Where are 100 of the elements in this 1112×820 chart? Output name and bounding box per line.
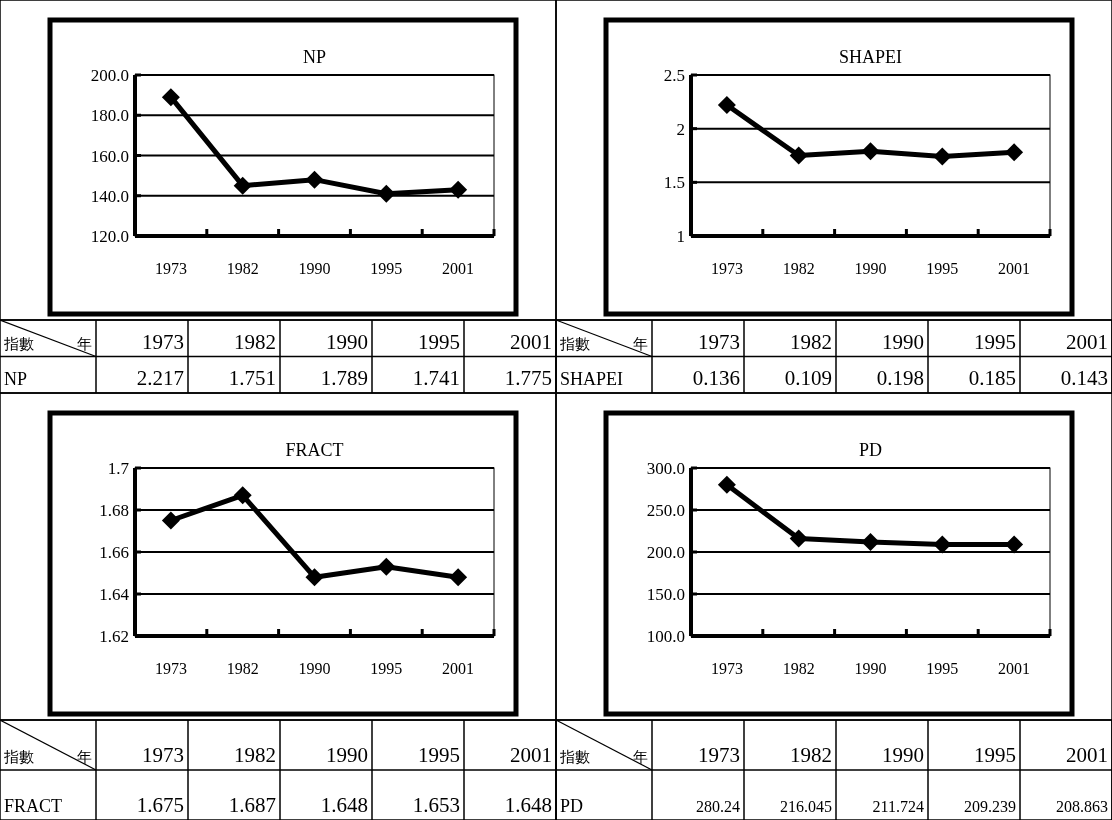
x-tick-label: 2001 [442,260,475,277]
point [305,568,324,587]
text: 2001 [510,329,552,354]
text: 1973 [142,329,184,354]
text: 1990 [882,743,924,767]
chart-title: PD [858,440,883,460]
text: 1982 [234,329,276,354]
y-tick-label: 1.62 [99,627,129,646]
text: 1973 [698,329,740,354]
text: 0.109 [784,366,832,390]
text: 1.741 [412,366,460,390]
text: 1.653 [412,793,460,817]
point [1005,535,1024,554]
point [861,532,880,551]
point [161,88,180,107]
y-tick-label: 200.0 [90,66,129,85]
text: 指數 [559,335,590,352]
point [789,529,808,548]
text: 年 [633,749,648,765]
x-tick-label: 1990 [298,260,331,277]
point [717,96,736,115]
point [717,475,736,494]
y-tick-label: 100.0 [646,627,685,646]
point [305,170,324,189]
point [933,147,952,166]
text: 1.687 [228,793,276,817]
text: 1973 [142,743,184,767]
text: 2001 [1066,743,1108,767]
text: 年 [633,335,648,352]
text: 280.24 [696,798,740,815]
x-tick-label: 1973 [154,260,187,277]
y-tick-label: 200.0 [646,543,685,562]
x-tick-label: 1990 [298,660,331,677]
text: 0.198 [876,366,924,390]
point [449,180,468,199]
x-tick-label: 1982 [782,660,815,677]
text: 年 [77,749,92,765]
x-tick-label: 1982 [226,660,259,677]
text: 1982 [234,743,276,767]
text: 1.789 [320,366,368,390]
text: 1973 [698,743,740,767]
text: 208.863 [1056,798,1108,815]
x-tick-label: 1995 [370,260,403,277]
x-tick-label: 2001 [442,660,475,677]
y-tick-label: 1.66 [99,543,129,562]
point [233,486,252,505]
text: SHAPEI [560,369,624,389]
text: 2.217 [136,366,184,390]
text: 指數 [3,335,34,352]
text: 2001 [1066,329,1108,354]
text: 1990 [326,329,368,354]
text: 1995 [974,743,1016,767]
x-tick-label: 1995 [926,260,959,277]
point [789,146,808,165]
text: 1.648 [504,793,552,817]
text: 1995 [974,329,1016,354]
x-tick-label: 1973 [710,660,743,677]
text: 209.239 [964,798,1016,815]
text: 2001 [510,743,552,767]
text: 0.143 [1060,366,1108,390]
text: 0.185 [968,366,1016,390]
y-tick-label: 2.5 [663,66,685,85]
x-tick-label: 1973 [154,660,187,677]
x-tick-label: 1995 [370,660,403,677]
text: 指數 [3,749,34,765]
point [377,557,396,576]
x-tick-label: 2001 [998,260,1031,277]
point [161,511,180,530]
point [861,142,880,161]
y-tick-label: 160.0 [90,146,129,166]
text: 1982 [790,329,832,354]
x-tick-label: 1995 [926,660,959,677]
x-tick-label: 1990 [854,260,887,277]
text: NP [4,369,28,389]
point [449,568,468,587]
chart-title: NP [302,47,327,67]
y-tick-label: 2 [676,119,685,139]
y-tick-label: 1.7 [107,459,130,478]
x-tick-label: 1982 [226,260,259,277]
text: 211.724 [872,798,924,815]
text: 1995 [418,743,460,767]
text: 1.751 [228,366,276,390]
text: 1.648 [320,793,368,817]
point [1005,143,1024,162]
x-tick-label: 2001 [998,660,1031,677]
text: 1.675 [136,793,184,817]
y-tick-label: 1.5 [663,173,685,193]
text: 指數 [559,749,590,765]
text: PD [560,796,584,816]
y-tick-label: 1.64 [99,585,130,604]
y-tick-label: 250.0 [646,501,685,520]
y-tick-label: 1 [676,227,685,246]
text: 1990 [326,743,368,767]
x-tick-label: 1982 [782,260,815,277]
chart-title: FRACT [285,440,344,460]
chart-title: SHAPEI [838,47,903,67]
y-tick-label: 180.0 [90,106,129,126]
point [233,176,252,195]
y-tick-label: 300.0 [646,459,685,478]
x-tick-label: 1990 [854,660,887,677]
